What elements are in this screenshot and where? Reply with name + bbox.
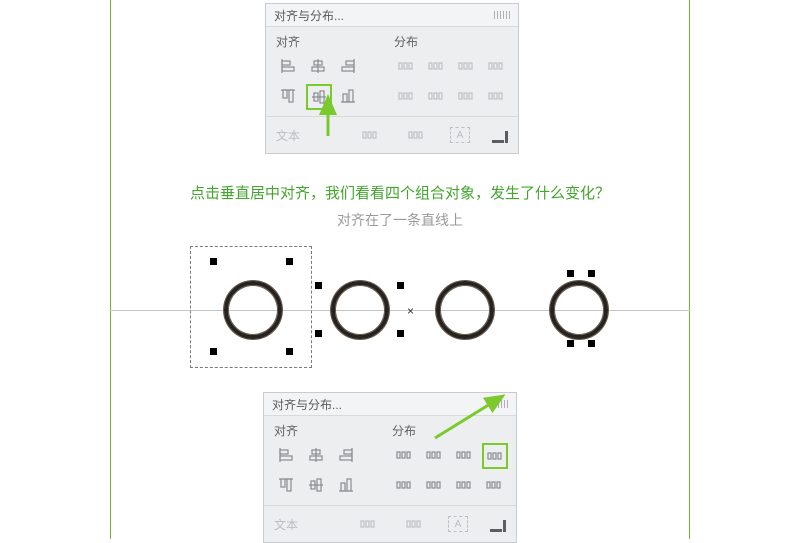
align-option-icon[interactable] bbox=[306, 54, 330, 78]
selection-handle[interactable] bbox=[397, 330, 404, 337]
distribute-section-label: 分布 bbox=[392, 422, 506, 439]
corner-icon[interactable] bbox=[492, 127, 508, 143]
panel-footer: 文本 A bbox=[266, 116, 518, 153]
align-distribute-panel: 对齐与分布... 对齐 分布文本 A bbox=[265, 3, 519, 154]
align-option-icon[interactable] bbox=[422, 473, 446, 497]
align-option-icon[interactable] bbox=[334, 473, 358, 497]
align-option-icon[interactable] bbox=[424, 54, 448, 78]
align-option-icon[interactable] bbox=[276, 54, 300, 78]
align-option-icon[interactable] bbox=[484, 84, 508, 108]
selection-handle[interactable] bbox=[286, 258, 293, 265]
panel-footer: 文本 A bbox=[264, 505, 516, 542]
letter-box-icon[interactable]: A bbox=[448, 516, 468, 532]
align-option-icon[interactable] bbox=[454, 54, 478, 78]
align-option-icon[interactable] bbox=[482, 443, 508, 469]
selection-handle[interactable] bbox=[588, 340, 595, 347]
align-option-icon[interactable] bbox=[304, 443, 328, 467]
selection-handle[interactable] bbox=[210, 258, 217, 265]
align-option-icon[interactable] bbox=[336, 84, 360, 108]
corner-icon[interactable] bbox=[490, 516, 506, 532]
panel-body: 对齐 分布 bbox=[266, 27, 518, 116]
page: 点击垂直居中对齐，我们看看四个组合对象，发生了什么变化？ 对齐在了一条直线上 ×… bbox=[0, 0, 800, 539]
align-option-icon[interactable] bbox=[334, 443, 358, 467]
panel-title-text: 对齐与分布... bbox=[272, 396, 342, 413]
selection-handle[interactable] bbox=[588, 270, 595, 277]
text-section-label: 文本 bbox=[276, 127, 300, 144]
text-dist-icon[interactable] bbox=[356, 512, 380, 536]
panel-title-text: 对齐与分布... bbox=[274, 7, 344, 24]
align-option-icon[interactable] bbox=[484, 54, 508, 78]
selection-marquee bbox=[190, 246, 312, 368]
align-option-icon[interactable] bbox=[274, 473, 298, 497]
caption-green: 点击垂直居中对齐，我们看看四个组合对象，发生了什么变化？ bbox=[0, 182, 800, 203]
align-option-icon[interactable] bbox=[454, 84, 478, 108]
panel-body: 对齐 分布 bbox=[264, 416, 516, 505]
selection-handle[interactable] bbox=[210, 348, 217, 355]
align-option-icon[interactable] bbox=[274, 443, 298, 467]
distribute-section-label: 分布 bbox=[394, 33, 508, 50]
align-option-icon[interactable] bbox=[422, 443, 446, 467]
align-option-icon[interactable] bbox=[452, 473, 476, 497]
align-section-label: 对齐 bbox=[274, 422, 372, 439]
selection-handle[interactable] bbox=[567, 340, 574, 347]
panel-titlebar[interactable]: 对齐与分布... bbox=[264, 393, 516, 416]
align-option-icon[interactable] bbox=[306, 84, 332, 110]
text-dist-icon[interactable] bbox=[358, 123, 382, 147]
align-distribute-panel: 对齐与分布... 对齐 分布文本 A bbox=[263, 392, 517, 543]
canvas-area: × bbox=[110, 240, 690, 380]
ring-object[interactable] bbox=[436, 281, 494, 339]
panel-grip-icon[interactable] bbox=[494, 11, 510, 19]
panel-grip-icon[interactable] bbox=[492, 400, 508, 408]
align-option-icon[interactable] bbox=[394, 84, 418, 108]
caption-gray: 对齐在了一条直线上 bbox=[0, 210, 800, 230]
letter-box-icon[interactable]: A bbox=[450, 127, 470, 143]
selection-handle[interactable] bbox=[567, 270, 574, 277]
align-option-icon[interactable] bbox=[424, 84, 448, 108]
selection-handle[interactable] bbox=[315, 330, 322, 337]
align-section-label: 对齐 bbox=[276, 33, 374, 50]
ring-object[interactable] bbox=[331, 281, 389, 339]
text-section-label: 文本 bbox=[274, 516, 298, 533]
center-x-mark: × bbox=[407, 304, 414, 318]
align-option-icon[interactable] bbox=[482, 473, 506, 497]
selection-handle[interactable] bbox=[397, 282, 404, 289]
ring-object[interactable] bbox=[550, 281, 608, 339]
selection-handle[interactable] bbox=[315, 282, 322, 289]
align-option-icon[interactable] bbox=[392, 473, 416, 497]
panel-titlebar[interactable]: 对齐与分布... bbox=[266, 4, 518, 27]
text-dist-icon[interactable] bbox=[404, 123, 428, 147]
align-option-icon[interactable] bbox=[336, 54, 360, 78]
align-option-icon[interactable] bbox=[276, 84, 300, 108]
align-option-icon[interactable] bbox=[304, 473, 328, 497]
align-option-icon[interactable] bbox=[394, 54, 418, 78]
align-option-icon[interactable] bbox=[392, 443, 416, 467]
text-dist-icon[interactable] bbox=[402, 512, 426, 536]
align-option-icon[interactable] bbox=[452, 443, 476, 467]
selection-handle[interactable] bbox=[286, 348, 293, 355]
